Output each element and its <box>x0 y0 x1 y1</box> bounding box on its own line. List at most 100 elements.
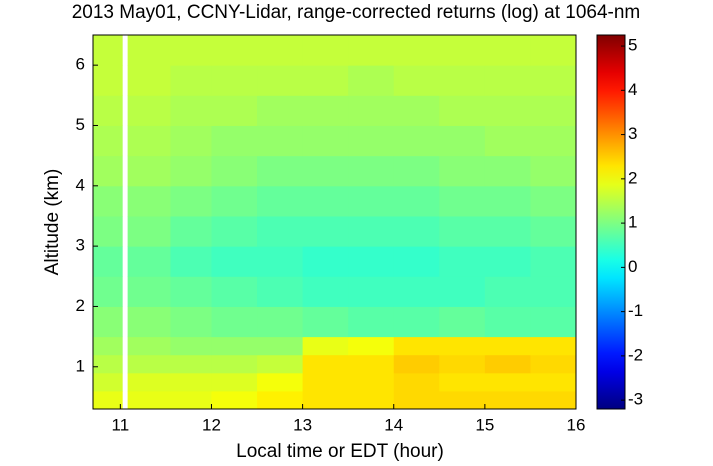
heatmap-cell <box>127 125 171 157</box>
heatmap-cell <box>484 306 531 338</box>
heatmap-cell <box>257 372 304 392</box>
heatmap-cell <box>348 155 395 187</box>
heatmap-cell <box>484 336 531 356</box>
heatmap-cell <box>170 65 212 96</box>
heatmap-cell <box>302 185 349 217</box>
colorbar-tick-label: 2 <box>628 168 637 187</box>
heatmap-cell <box>127 215 171 247</box>
y-axis-label: Altitude (km) <box>42 169 63 276</box>
heatmap-cell <box>211 246 258 277</box>
heatmap-cell <box>302 65 349 96</box>
heatmap-cell <box>484 35 531 66</box>
heatmap-cell <box>393 390 440 410</box>
heatmap-cell <box>439 276 486 307</box>
heatmap-cell <box>170 336 212 356</box>
heatmap-cell <box>393 372 440 392</box>
heatmap-cell <box>302 125 349 157</box>
heatmap-cell <box>211 354 258 374</box>
heatmap-cell <box>302 306 349 338</box>
colorbar <box>596 34 626 410</box>
heatmap-cell <box>211 185 258 217</box>
heatmap-cell <box>484 155 531 187</box>
heatmap-cell <box>93 372 123 392</box>
chart-title: 2013 May01, CCNY-Lidar, range-corrected … <box>72 2 641 23</box>
heatmap-cell <box>170 185 212 217</box>
y-tick-label: 1 <box>76 356 85 375</box>
colorbar-tick-label: -1 <box>628 301 643 320</box>
heatmap-cell <box>348 372 395 392</box>
heatmap-cell <box>484 246 531 277</box>
heatmap-cell <box>170 95 212 126</box>
heatmap-cell <box>127 372 171 392</box>
heatmap-cell <box>211 35 258 66</box>
heatmap-cell <box>530 155 577 187</box>
heatmap-cell <box>393 336 440 356</box>
heatmap-cell <box>393 125 440 157</box>
y-tick-label: 2 <box>76 296 85 315</box>
heatmap-cell <box>170 215 212 247</box>
heatmap-cell <box>393 155 440 187</box>
heatmap-cell <box>530 125 577 157</box>
heatmap-cell <box>393 306 440 338</box>
heatmap-cell <box>93 354 123 374</box>
x-tick-label: 11 <box>112 415 130 434</box>
heatmap-cell <box>348 125 395 157</box>
heatmap-cell <box>348 336 395 356</box>
heatmap-cell <box>127 155 171 187</box>
heatmap-cell <box>484 185 531 217</box>
heatmap-cell <box>439 306 486 338</box>
heatmap-cell <box>348 246 395 277</box>
heatmap-cell <box>93 215 123 247</box>
heatmap-cell <box>93 65 123 96</box>
x-tick-label: 14 <box>384 415 403 434</box>
heatmap-cell <box>530 185 577 217</box>
heatmap-cell <box>170 390 212 410</box>
heatmap-cell <box>530 354 577 374</box>
heatmap-cell <box>93 95 123 126</box>
heatmap-cell <box>211 390 258 410</box>
heatmap-cell <box>439 35 486 66</box>
heatmap-cell <box>393 246 440 277</box>
heatmap-cell <box>439 155 486 187</box>
heatmap-cell <box>439 246 486 277</box>
heatmap-cell <box>211 276 258 307</box>
heatmap-cell <box>170 306 212 338</box>
colorbar-tick-label: -3 <box>628 390 643 409</box>
heatmap-cell <box>170 372 212 392</box>
heatmap-cell <box>484 390 531 410</box>
heatmap-cell <box>93 125 123 157</box>
heatmap-cell <box>439 336 486 356</box>
heatmap-cell <box>93 390 123 410</box>
heatmap-cell <box>170 246 212 277</box>
heatmap-cell <box>393 185 440 217</box>
heatmap-cell <box>257 95 304 126</box>
heatmap-cell <box>211 65 258 96</box>
heatmap-cell <box>257 185 304 217</box>
heatmap-cell <box>302 35 349 66</box>
heatmap-cell <box>211 215 258 247</box>
heatmap-cell <box>484 354 531 374</box>
heatmap-cell <box>393 215 440 247</box>
heatmap-cell <box>484 95 531 126</box>
heatmap-cell <box>170 125 212 157</box>
heatmap-cell <box>302 390 349 410</box>
heatmap-cell <box>484 65 531 96</box>
heatmap-cell <box>302 354 349 374</box>
heatmap-cell <box>348 354 395 374</box>
colorbar-tick-label: 3 <box>628 124 637 143</box>
heatmap-cell <box>302 246 349 277</box>
colorbar-tick-label: 0 <box>628 257 637 276</box>
heatmap-cell <box>93 246 123 277</box>
heatmap-cell <box>211 155 258 187</box>
x-tick-label: 13 <box>293 415 312 434</box>
heatmap-cell <box>302 215 349 247</box>
heatmap-cell <box>257 390 304 410</box>
x-axis-label: Local time or EDT (hour) <box>236 441 444 462</box>
heatmap-cell <box>127 336 171 356</box>
heatmap-cell <box>127 65 171 96</box>
heatmap-cell <box>484 215 531 247</box>
heatmap-cell <box>170 155 212 187</box>
y-tick-label: 4 <box>76 175 85 194</box>
heatmap-cell <box>257 336 304 356</box>
heatmap-cell <box>530 65 577 96</box>
